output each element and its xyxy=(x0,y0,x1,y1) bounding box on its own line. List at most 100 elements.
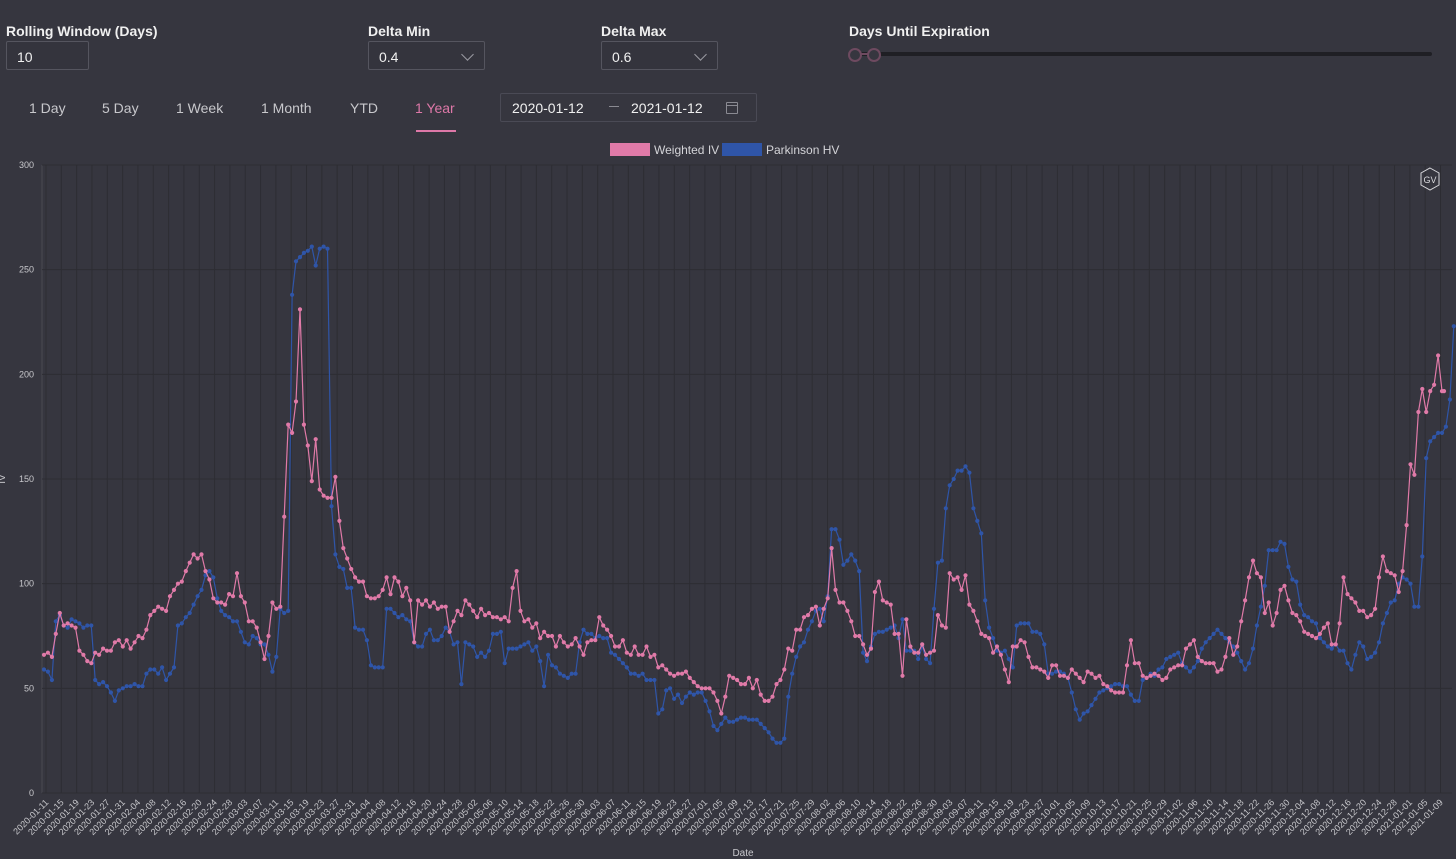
data-point-weighted-iv xyxy=(1286,598,1291,603)
data-point-weighted-iv xyxy=(85,659,90,664)
tab-1-week[interactable]: 1 Week xyxy=(176,100,224,116)
data-point-parkinson-hv xyxy=(979,531,984,536)
legend-swatch-parkinson-hv[interactable] xyxy=(722,143,762,156)
data-point-weighted-iv xyxy=(132,640,137,645)
data-point-weighted-iv xyxy=(463,598,468,603)
data-point-weighted-iv xyxy=(510,585,515,591)
data-point-parkinson-hv xyxy=(1321,640,1326,645)
rolling-window-input[interactable]: 10 xyxy=(6,41,89,70)
data-point-parkinson-hv xyxy=(297,255,303,260)
legend-label-weighted-iv[interactable]: Weighted IV xyxy=(654,143,720,157)
data-point-parkinson-hv xyxy=(337,564,342,570)
data-point-parkinson-hv xyxy=(179,621,184,626)
data-point-weighted-iv xyxy=(431,600,436,605)
data-point-weighted-iv xyxy=(758,692,763,697)
data-point-weighted-iv xyxy=(341,546,346,551)
tab-ytd[interactable]: YTD xyxy=(350,100,378,116)
data-point-weighted-iv xyxy=(549,633,555,639)
data-point-weighted-iv xyxy=(687,675,692,681)
data-point-weighted-iv xyxy=(1140,673,1145,678)
data-point-weighted-iv xyxy=(506,619,511,624)
data-point-parkinson-hv xyxy=(325,246,330,251)
data-point-weighted-iv xyxy=(683,669,689,674)
delta-max-value: 0.6 xyxy=(612,49,632,65)
tab-5-day[interactable]: 5 Day xyxy=(102,100,139,116)
data-point-parkinson-hv xyxy=(778,740,783,745)
data-point-parkinson-hv xyxy=(679,700,685,706)
data-point-parkinson-hv xyxy=(490,631,495,637)
data-point-parkinson-hv xyxy=(652,677,657,683)
data-point-weighted-iv xyxy=(1227,636,1232,641)
expiration-slider-max-handle[interactable] xyxy=(867,48,881,62)
data-point-weighted-iv xyxy=(1211,661,1216,666)
data-point-weighted-iv xyxy=(108,648,113,653)
data-point-parkinson-hv xyxy=(959,468,964,473)
tab-1-month[interactable]: 1 Month xyxy=(261,100,312,116)
data-point-weighted-iv xyxy=(1187,642,1193,647)
data-point-parkinson-hv xyxy=(1014,623,1019,628)
data-point-weighted-iv xyxy=(1349,596,1354,601)
data-point-weighted-iv xyxy=(1057,673,1063,678)
data-point-weighted-iv xyxy=(349,566,354,572)
data-point-weighted-iv xyxy=(301,422,306,427)
expiration-slider-min-handle[interactable] xyxy=(848,48,862,62)
tab-1-year[interactable]: 1 Year xyxy=(415,100,455,116)
data-point-weighted-iv xyxy=(404,585,409,591)
data-point-weighted-iv xyxy=(931,648,937,653)
data-point-parkinson-hv xyxy=(1243,667,1248,672)
data-point-parkinson-hv xyxy=(73,619,78,624)
data-point-parkinson-hv xyxy=(612,652,618,657)
date-range-start[interactable]: 2020-01-12 xyxy=(512,100,584,116)
data-point-parkinson-hv xyxy=(987,625,992,630)
data-point-parkinson-hv xyxy=(234,619,240,624)
data-point-weighted-iv xyxy=(1246,575,1252,580)
data-point-parkinson-hv xyxy=(195,594,200,599)
data-point-parkinson-hv xyxy=(1113,682,1118,687)
data-point-parkinson-hv xyxy=(321,244,326,249)
data-point-parkinson-hv xyxy=(530,648,535,653)
data-point-parkinson-hv xyxy=(1168,654,1173,660)
date-range-end[interactable]: 2021-01-12 xyxy=(631,100,703,116)
data-point-weighted-iv xyxy=(112,640,117,645)
data-point-parkinson-hv xyxy=(766,730,771,735)
legend-label-parkinson-hv[interactable]: Parkinson HV xyxy=(766,143,840,157)
tab-1-day[interactable]: 1 Day xyxy=(29,100,66,116)
data-point-parkinson-hv xyxy=(1203,640,1208,645)
data-point-parkinson-hv xyxy=(230,619,236,624)
data-point-parkinson-hv xyxy=(152,667,157,672)
data-point-parkinson-hv xyxy=(943,506,948,511)
data-point-parkinson-hv xyxy=(136,684,141,689)
data-point-weighted-iv xyxy=(912,650,917,655)
data-point-weighted-iv xyxy=(731,675,736,681)
delta-max-select[interactable]: 0.6 xyxy=(601,41,718,70)
gv-badge[interactable]: GV xyxy=(1420,167,1440,191)
calendar-icon[interactable] xyxy=(726,102,738,114)
data-point-parkinson-hv xyxy=(443,625,448,630)
data-point-weighted-iv xyxy=(1038,667,1043,672)
chart-series xyxy=(41,244,1456,745)
data-point-parkinson-hv xyxy=(561,673,566,678)
data-point-parkinson-hv xyxy=(648,677,653,683)
data-point-parkinson-hv xyxy=(187,610,192,616)
data-point-weighted-iv xyxy=(1278,587,1283,593)
data-point-weighted-iv xyxy=(451,619,456,624)
data-point-weighted-iv xyxy=(486,610,492,616)
data-point-weighted-iv xyxy=(707,686,712,691)
days-until-expiration-label: Days Until Expiration xyxy=(849,23,990,39)
data-point-weighted-iv xyxy=(794,627,799,632)
data-point-weighted-iv xyxy=(69,623,74,628)
data-point-weighted-iv xyxy=(400,594,405,599)
data-point-parkinson-hv xyxy=(290,292,295,297)
delta-min-select[interactable]: 0.4 xyxy=(368,41,485,70)
data-point-parkinson-hv xyxy=(431,638,436,643)
data-point-weighted-iv xyxy=(250,619,255,624)
data-point-weighted-iv xyxy=(191,552,196,557)
data-point-weighted-iv xyxy=(526,617,531,622)
data-point-weighted-iv xyxy=(1294,613,1299,618)
data-point-weighted-iv xyxy=(475,615,480,620)
expiration-slider-track[interactable] xyxy=(852,52,1432,56)
legend-swatch-weighted-iv[interactable] xyxy=(610,143,650,156)
data-point-parkinson-hv xyxy=(1313,621,1319,626)
date-range-picker[interactable]: 2020-01-12 2021-01-12 xyxy=(500,93,757,122)
data-point-weighted-iv xyxy=(817,623,822,628)
